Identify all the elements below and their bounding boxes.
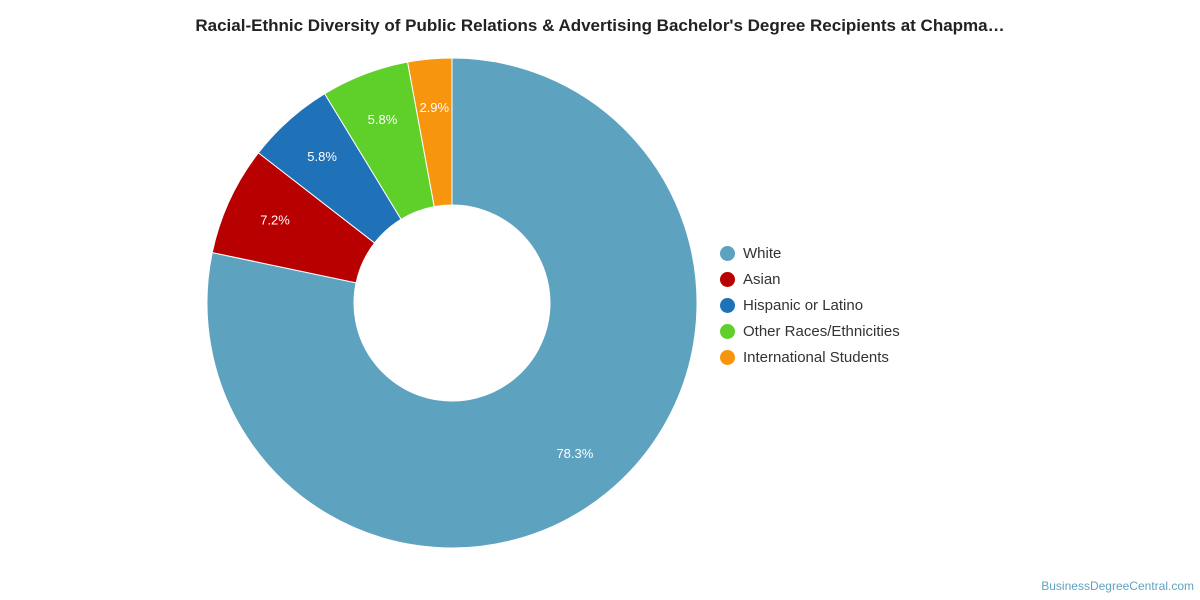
- legend-swatch: [720, 271, 735, 287]
- slice-white[interactable]: [206, 57, 698, 549]
- slice-label-hispanic-or-latino: 5.8%: [307, 149, 337, 164]
- legend-item-international-students[interactable]: International Students: [720, 344, 900, 370]
- legend-item-other-races-ethnicities[interactable]: Other Races/Ethnicities: [720, 318, 900, 344]
- slice-label-other-races-ethnicities: 5.8%: [368, 112, 398, 127]
- legend-label: Asian: [743, 270, 781, 288]
- legend-label: White: [743, 244, 782, 262]
- slice-label-asian: 7.2%: [260, 213, 290, 228]
- legend-swatch: [720, 349, 735, 365]
- chart-title: Racial-Ethnic Diversity of Public Relati…: [195, 16, 1005, 35]
- slice-label-international-students: 2.9%: [419, 100, 449, 115]
- slice-label-white: 78.3%: [556, 446, 593, 461]
- slice-international-students[interactable]: [407, 57, 453, 208]
- legend-swatch: [720, 323, 735, 339]
- legend-label: International Students: [743, 348, 889, 366]
- legend-swatch: [720, 245, 735, 261]
- legend-item-hispanic-or-latino[interactable]: Hispanic or Latino: [720, 292, 900, 318]
- legend-swatch: [720, 297, 735, 313]
- legend-item-asian[interactable]: Asian: [720, 266, 900, 292]
- legend-label: Hispanic or Latino: [743, 296, 864, 314]
- legend-label: Other Races/Ethnicities: [743, 322, 900, 340]
- source-watermark: BusinessDegreeCentral.com: [1041, 579, 1194, 593]
- chart-legend: White Asian Hispanic or Latino Other Races/…: [720, 240, 900, 370]
- legend-item-white[interactable]: White: [720, 240, 900, 266]
